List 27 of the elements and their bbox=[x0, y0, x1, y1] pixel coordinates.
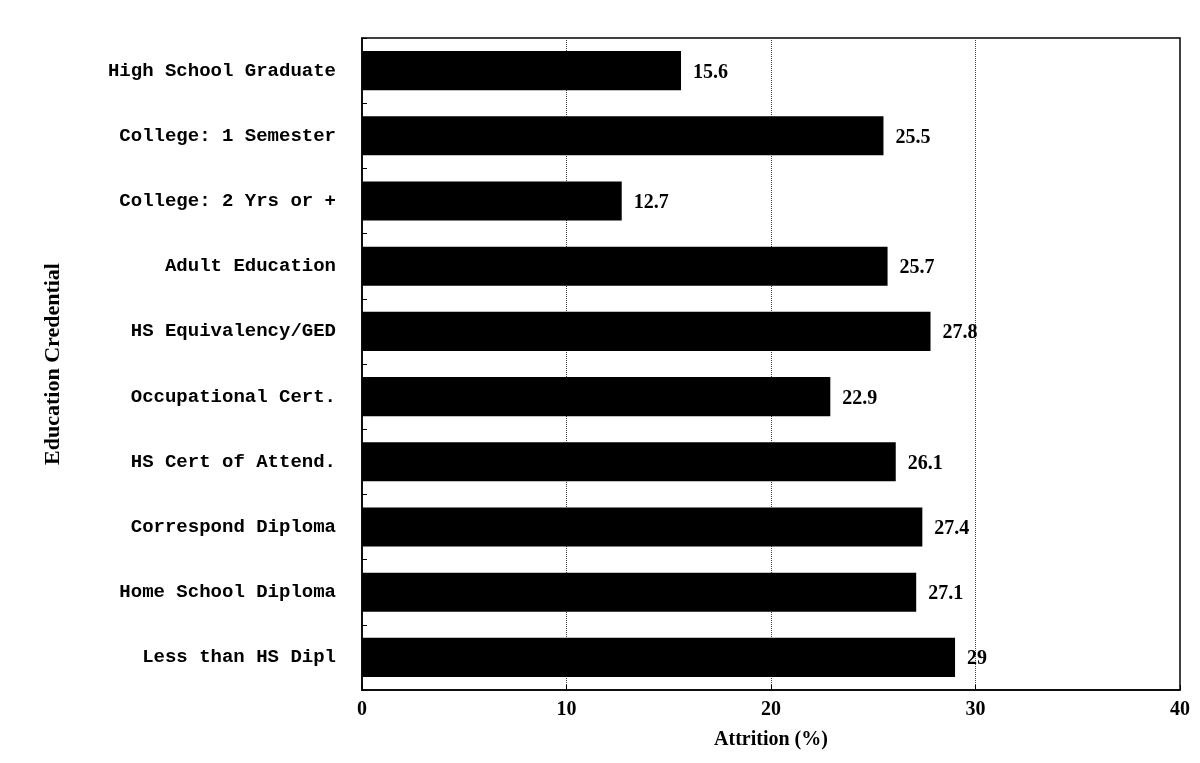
y-tick-label: Less than HS Dipl bbox=[142, 646, 336, 669]
y-tick-label: HS Cert of Attend. bbox=[130, 450, 336, 473]
x-tick-label: 10 bbox=[556, 697, 577, 719]
data-label: 29 bbox=[967, 646, 988, 669]
data-label: 15.6 bbox=[693, 59, 729, 82]
data-label: 25.7 bbox=[899, 255, 935, 278]
data-label: 26.1 bbox=[907, 450, 943, 473]
data-label: 22.9 bbox=[842, 385, 878, 408]
y-tick-label: College: 1 Semester bbox=[119, 124, 336, 147]
x-tick-label: 40 bbox=[1170, 697, 1190, 719]
x-tick-label: 0 bbox=[357, 697, 367, 719]
data-label: 12.7 bbox=[633, 190, 669, 212]
y-tick-label: Correspond Diploma bbox=[130, 516, 336, 538]
y-tick-label: Home School Diploma bbox=[119, 581, 336, 604]
x-axis-title: Attrition (%) bbox=[714, 727, 828, 750]
data-label: 27.4 bbox=[934, 516, 970, 538]
x-tick-label: 20 bbox=[761, 697, 781, 719]
y-tick-label: High School Graduate bbox=[107, 59, 336, 82]
x-tick-label: 30 bbox=[965, 697, 986, 719]
y-tick-label: HS Equivalency/GED bbox=[130, 320, 336, 343]
data-label: 25.5 bbox=[895, 124, 931, 147]
y-tick-label: Adult Education bbox=[164, 255, 336, 278]
y-tick-label: College: 2 Yrs or + bbox=[119, 190, 336, 212]
data-label: 27.1 bbox=[928, 581, 964, 604]
y-tick-label: Occupational Cert. bbox=[130, 385, 336, 408]
data-label: 27.8 bbox=[942, 320, 978, 343]
y-axis-title: Education Credential bbox=[38, 263, 64, 465]
